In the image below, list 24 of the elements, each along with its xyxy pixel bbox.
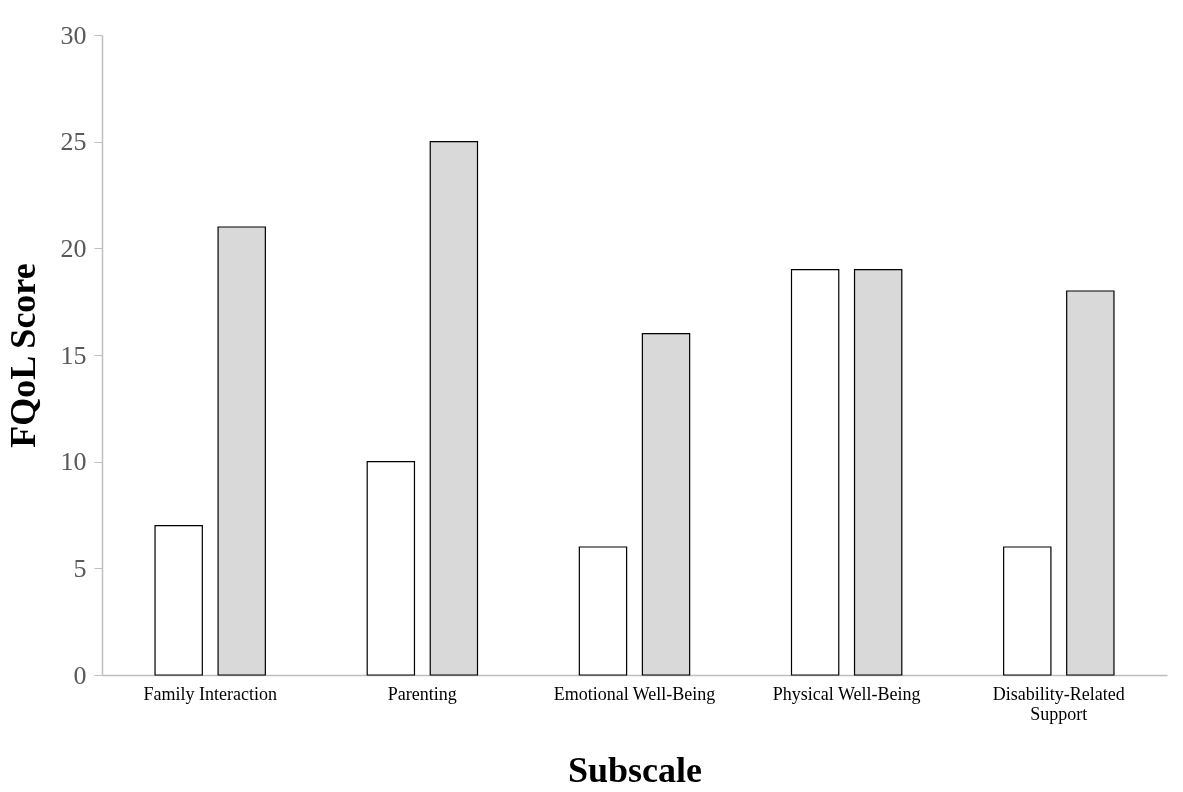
y-tick-label: 15 [60,340,87,370]
x-tick-label: Physical Well-Being [772,683,921,704]
y-tick-label: 0 [73,660,87,690]
x-axis-title: Subscale [567,749,703,790]
bar [154,525,203,676]
bar [578,546,628,676]
bar [429,141,479,676]
y-tick-label: 20 [60,233,87,263]
x-tick-label: Family Interaction [143,683,277,704]
y-tick-label: 25 [60,127,87,157]
bar [1003,546,1052,676]
x-tick-label: Parenting [387,683,457,704]
x-tick-label: Emotional Well-Being [553,683,716,704]
x-tick-label: Disability-Related Support [992,683,1125,724]
y-tick-label: 30 [60,20,87,50]
bar [641,333,691,676]
bar [217,226,266,676]
bar [790,269,840,676]
bar [366,461,416,676]
bar [1066,290,1115,676]
y-axis-title: FQoL Score [2,263,43,448]
y-tick-label: 10 [60,447,87,477]
y-tick-label: 5 [73,553,87,583]
bar [853,269,903,676]
